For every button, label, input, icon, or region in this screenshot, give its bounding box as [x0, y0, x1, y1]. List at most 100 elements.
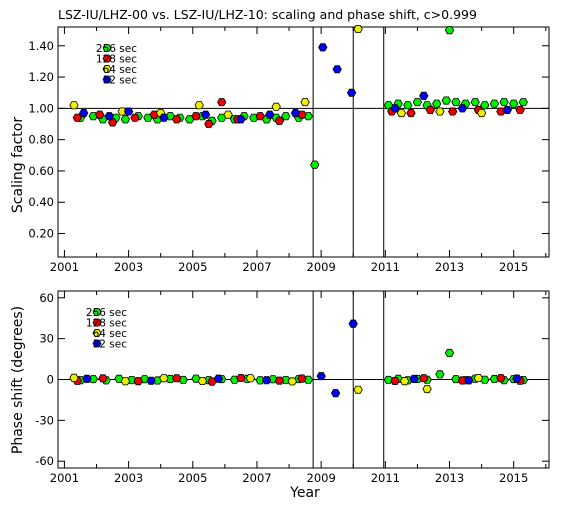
scaling-point-32-sec: [159, 113, 169, 122]
scaling-point-32-sec: [104, 112, 114, 121]
phase-y-tick-label: 30: [39, 332, 54, 346]
phase-x-tick-label: 2015: [499, 471, 528, 485]
scaling-legend-label: 256 sec: [96, 43, 137, 55]
phase-point-128-sec: [419, 374, 429, 383]
scaling-point-128-sec: [217, 98, 227, 107]
phase-point-256-sec: [435, 370, 445, 379]
scaling-point-128-sec: [425, 105, 435, 114]
scaling-point-32-sec: [346, 88, 357, 97]
phase-y-tick-label: -30: [35, 413, 54, 427]
scaling-legend-label: 128 sec: [96, 54, 137, 66]
scaling-panel: 2001 2003 2005 2007 2009 2011 2013 2015 0.20 0.40…: [28, 24, 550, 274]
phase-legend-marker: [92, 318, 102, 327]
phase-point-32-sec: [316, 372, 326, 381]
scaling-y-tick-label: 1.20: [28, 70, 54, 84]
scaling-legend-marker: [102, 54, 112, 63]
scaling-point-256-sec: [432, 99, 442, 108]
scaling-point-128-sec: [406, 109, 416, 118]
scaling-legend-marker: [102, 75, 112, 84]
scaling-point-32-sec: [200, 110, 211, 119]
scaling-point-64-sec: [476, 109, 487, 118]
scaling-point-256-sec: [470, 98, 480, 107]
phase-point-32-sec: [261, 376, 272, 385]
scaling-x-tick-label: 2011: [371, 260, 400, 274]
scaling-point-256-sec: [412, 98, 423, 107]
phase-legend-label: 32 sec: [93, 339, 128, 351]
scaling-point-256-sec: [403, 101, 413, 110]
phase-legend-marker: [92, 329, 102, 337]
scaling-point-128-sec: [255, 112, 265, 121]
scaling-point-256-sec: [509, 99, 519, 108]
scaling-point-256-sec: [518, 98, 528, 107]
x-axis-label: Year: [289, 485, 320, 501]
scaling-point-64-sec: [435, 107, 445, 116]
phase-y-tick-label: 60: [39, 291, 54, 305]
phase-x-tick-label: 2007: [242, 471, 271, 485]
scaling-point-64-sec: [300, 98, 310, 107]
scaling-point-128-sec: [191, 112, 201, 121]
phase-legend-marker: [92, 339, 102, 348]
scaling-point-64-sec: [353, 24, 363, 33]
scaling-point-64-sec: [271, 102, 281, 111]
scaling-point-32-sec: [390, 104, 400, 113]
y-axis-label-scaling: Scaling factor: [10, 117, 26, 213]
phase-point-128-sec: [172, 374, 182, 383]
scaling-y-tick-label: 0.60: [28, 164, 54, 178]
phase-point-32-sec: [348, 319, 358, 328]
phase-x-tick-label: 2011: [371, 471, 400, 485]
phase-point-128-sec: [457, 376, 468, 385]
scaling-y-tick-label: 0.20: [28, 227, 54, 241]
scaling-point-256-sec: [120, 115, 131, 124]
phase-point-64-sec: [159, 374, 169, 383]
scaling-point-64-sec: [396, 109, 407, 118]
phase-point-64-sec: [69, 373, 79, 382]
scaling-point-32-sec: [318, 43, 328, 52]
phase-point-128-sec: [236, 373, 246, 383]
phase-point-256-sec: [489, 374, 500, 384]
scaling-x-tick-label: 2007: [242, 260, 271, 274]
phase-point-64-sec: [120, 377, 131, 386]
phase-x-tick-label: 2005: [178, 471, 207, 485]
scaling-legend-marker: [102, 65, 112, 73]
scaling-point-256-sec: [499, 98, 509, 107]
phase-point-64-sec: [353, 385, 363, 394]
scaling-y-tick-label: 0.40: [28, 195, 54, 209]
scaling-point-128-sec: [204, 120, 214, 128]
phase-point-128-sec: [274, 376, 285, 385]
scaling-point-32-sec: [290, 109, 301, 118]
phase-legend-marker: [92, 308, 102, 316]
phase-point-64-sec: [473, 373, 484, 383]
phase-point-64-sec: [197, 376, 208, 386]
scaling-point-128-sec: [107, 118, 118, 127]
phase-point-64-sec: [245, 374, 256, 383]
scaling-point-64-sec: [69, 101, 79, 110]
scaling-y-tick-label: 1.00: [28, 101, 54, 115]
phase-y-tick-label: 0: [47, 373, 54, 387]
scaling-x-tick-label: 2001: [50, 260, 79, 274]
scaling-point-256-sec: [489, 99, 500, 108]
scaling-point-128-sec: [274, 116, 285, 125]
scaling-point-64-sec: [194, 101, 204, 110]
scaling-point-128-sec: [515, 105, 525, 114]
phase-point-128-sec: [207, 377, 217, 386]
phase-point-32-sec: [330, 389, 341, 398]
scaling-x-tick-label: 2013: [435, 260, 464, 274]
scaling-point-64-sec: [117, 107, 127, 116]
phase-x-tick-label: 2009: [307, 471, 336, 485]
phase-point-32-sec: [512, 374, 522, 383]
scaling-point-64-sec: [223, 110, 233, 119]
chart-title: LSZ-IU/LHZ-00 vs. LSZ-IU/LHZ-10: scaling…: [58, 7, 477, 22]
scaling-point-32-sec: [419, 91, 429, 100]
scaling-x-tick-label: 2003: [114, 260, 143, 274]
phase-point-32-sec: [146, 376, 156, 385]
phase-point-64-sec: [422, 384, 432, 394]
scaling-point-32-sec: [265, 110, 275, 119]
phase-point-64-sec: [399, 377, 410, 386]
phase-legend-label: 128 sec: [86, 318, 127, 330]
phase-point-128-sec: [297, 374, 307, 383]
phase-x-tick-label: 2001: [50, 471, 79, 485]
phase-point-32-sec: [213, 374, 224, 383]
scaling-y-tick-label: 0.80: [28, 133, 54, 147]
scaling-legend-marker: [102, 44, 112, 52]
